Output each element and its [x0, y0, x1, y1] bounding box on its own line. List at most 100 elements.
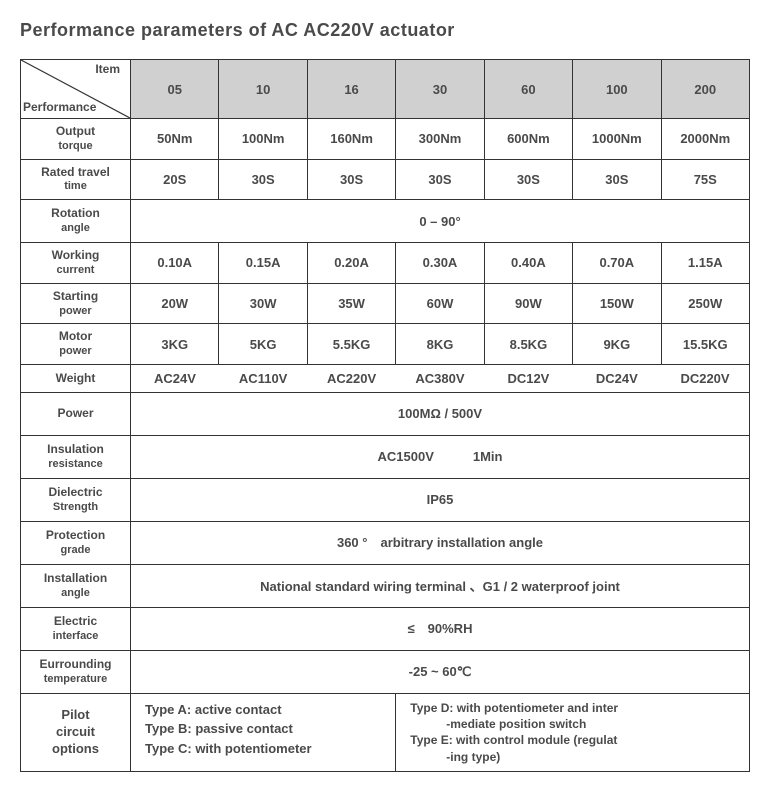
cell: 2000Nm	[661, 119, 749, 160]
cell: AC24V	[131, 364, 219, 392]
header-performance: Performance	[23, 101, 96, 115]
cell-span: 0 – 90°	[131, 200, 750, 243]
row-label: DielectricStrength	[21, 478, 131, 521]
cell: 0.70A	[573, 243, 661, 284]
row-label: Workingcurrent	[21, 243, 131, 284]
row-output-torque: Outputtorque 50Nm 100Nm 160Nm 300Nm 600N…	[21, 119, 750, 160]
cell: 30S	[396, 159, 484, 200]
row-label: Motorpower	[21, 324, 131, 365]
cell: 15.5KG	[661, 324, 749, 365]
cell: 150W	[573, 283, 661, 324]
cell: 300Nm	[396, 119, 484, 160]
row-label: Installationangle	[21, 564, 131, 607]
option-b: Type B: passive contact	[145, 719, 393, 739]
col-3: 30	[396, 60, 484, 119]
option-e-1: Type E: with control module (regulat	[410, 732, 747, 748]
cell: 100Nm	[219, 119, 307, 160]
option-d-1: Type D: with potentiometer and inter	[410, 700, 747, 716]
cell: 0.10A	[131, 243, 219, 284]
cell: 0.15A	[219, 243, 307, 284]
col-2: 16	[307, 60, 395, 119]
row-surrounding: Eurroundingtemperature -25 ~ 60℃	[21, 650, 750, 693]
diagonal-header: Item Performance	[21, 60, 131, 119]
cell-span: -25 ~ 60℃	[131, 650, 750, 693]
cell: 1.15A	[661, 243, 749, 284]
option-d-2: -mediate position switch	[410, 716, 747, 732]
row-label: Electricinterface	[21, 607, 131, 650]
cell: 20W	[131, 283, 219, 324]
cell: AC110V	[219, 364, 307, 392]
cell: 30S	[307, 159, 395, 200]
cell: 5.5KG	[307, 324, 395, 365]
cell-span: ≤ 90%RH	[131, 607, 750, 650]
cell: 9KG	[573, 324, 661, 365]
cell: 60W	[396, 283, 484, 324]
header-row: Item Performance 05 10 16 30 60 100 200	[21, 60, 750, 119]
row-label: Outputtorque	[21, 119, 131, 160]
cell: DC220V	[661, 364, 749, 392]
cell-span: 360 ° arbitrary installation angle	[131, 521, 750, 564]
cell: DC12V	[484, 364, 572, 392]
row-label: Weight	[21, 364, 131, 392]
cell: 0.20A	[307, 243, 395, 284]
option-e-2: -ing type)	[410, 749, 747, 765]
row-options: Pilot circuit options Type A: active con…	[21, 693, 750, 771]
cell: 0.30A	[396, 243, 484, 284]
row-label: Eurroundingtemperature	[21, 650, 131, 693]
cell: 30W	[219, 283, 307, 324]
cell: 20S	[131, 159, 219, 200]
option-a: Type A: active contact	[145, 700, 393, 720]
cell: AC380V	[396, 364, 484, 392]
cell: 600Nm	[484, 119, 572, 160]
row-install: Installationangle National standard wiri…	[21, 564, 750, 607]
row-weight: Weight AC24V AC110V AC220V AC380V DC12V …	[21, 364, 750, 392]
row-label: Power	[21, 392, 131, 435]
cell: 30S	[219, 159, 307, 200]
cell: 75S	[661, 159, 749, 200]
row-rotation: Rotationangle 0 – 90°	[21, 200, 750, 243]
row-label: Protectiongrade	[21, 521, 131, 564]
page-title: Performance parameters of AC AC220V actu…	[20, 20, 750, 41]
row-label: Startingpower	[21, 283, 131, 324]
col-6: 200	[661, 60, 749, 119]
cell: 8KG	[396, 324, 484, 365]
row-dielectric: DielectricStrength IP65	[21, 478, 750, 521]
cell: 250W	[661, 283, 749, 324]
cell: 160Nm	[307, 119, 395, 160]
col-5: 100	[573, 60, 661, 119]
cell-span: AC1500V 1Min	[131, 435, 750, 478]
row-label: Pilot circuit options	[21, 693, 131, 771]
row-working-current: Workingcurrent 0.10A 0.15A 0.20A 0.30A 0…	[21, 243, 750, 284]
row-label: Rotationangle	[21, 200, 131, 243]
cell: 35W	[307, 283, 395, 324]
col-0: 05	[131, 60, 219, 119]
row-label: Insulationresistance	[21, 435, 131, 478]
cell: 1000Nm	[573, 119, 661, 160]
row-label: Rated traveltime	[21, 159, 131, 200]
row-protection: Protectiongrade 360 ° arbitrary installa…	[21, 521, 750, 564]
cell: 30S	[484, 159, 572, 200]
row-rated-travel: Rated traveltime 20S 30S 30S 30S 30S 30S…	[21, 159, 750, 200]
cell: 3KG	[131, 324, 219, 365]
row-insulation: Insulationresistance AC1500V 1Min	[21, 435, 750, 478]
cell-span: National standard wiring terminal 、G1 / …	[131, 564, 750, 607]
cell: 0.40A	[484, 243, 572, 284]
col-4: 60	[484, 60, 572, 119]
cell: 30S	[573, 159, 661, 200]
cell: 8.5KG	[484, 324, 572, 365]
options-right: Type D: with potentiometer and inter -me…	[396, 693, 750, 771]
cell: 5KG	[219, 324, 307, 365]
col-1: 10	[219, 60, 307, 119]
row-starting-power: Startingpower 20W 30W 35W 60W 90W 150W 2…	[21, 283, 750, 324]
cell: 50Nm	[131, 119, 219, 160]
cell-span: 100MΩ / 500V	[131, 392, 750, 435]
spec-table: Item Performance 05 10 16 30 60 100 200 …	[20, 59, 750, 772]
option-c: Type C: with potentiometer	[145, 739, 393, 759]
cell: DC24V	[573, 364, 661, 392]
header-item: Item	[95, 63, 120, 77]
cell: AC220V	[307, 364, 395, 392]
row-electric: Electricinterface ≤ 90%RH	[21, 607, 750, 650]
cell: 90W	[484, 283, 572, 324]
cell-span: IP65	[131, 478, 750, 521]
options-left: Type A: active contact Type B: passive c…	[131, 693, 396, 771]
